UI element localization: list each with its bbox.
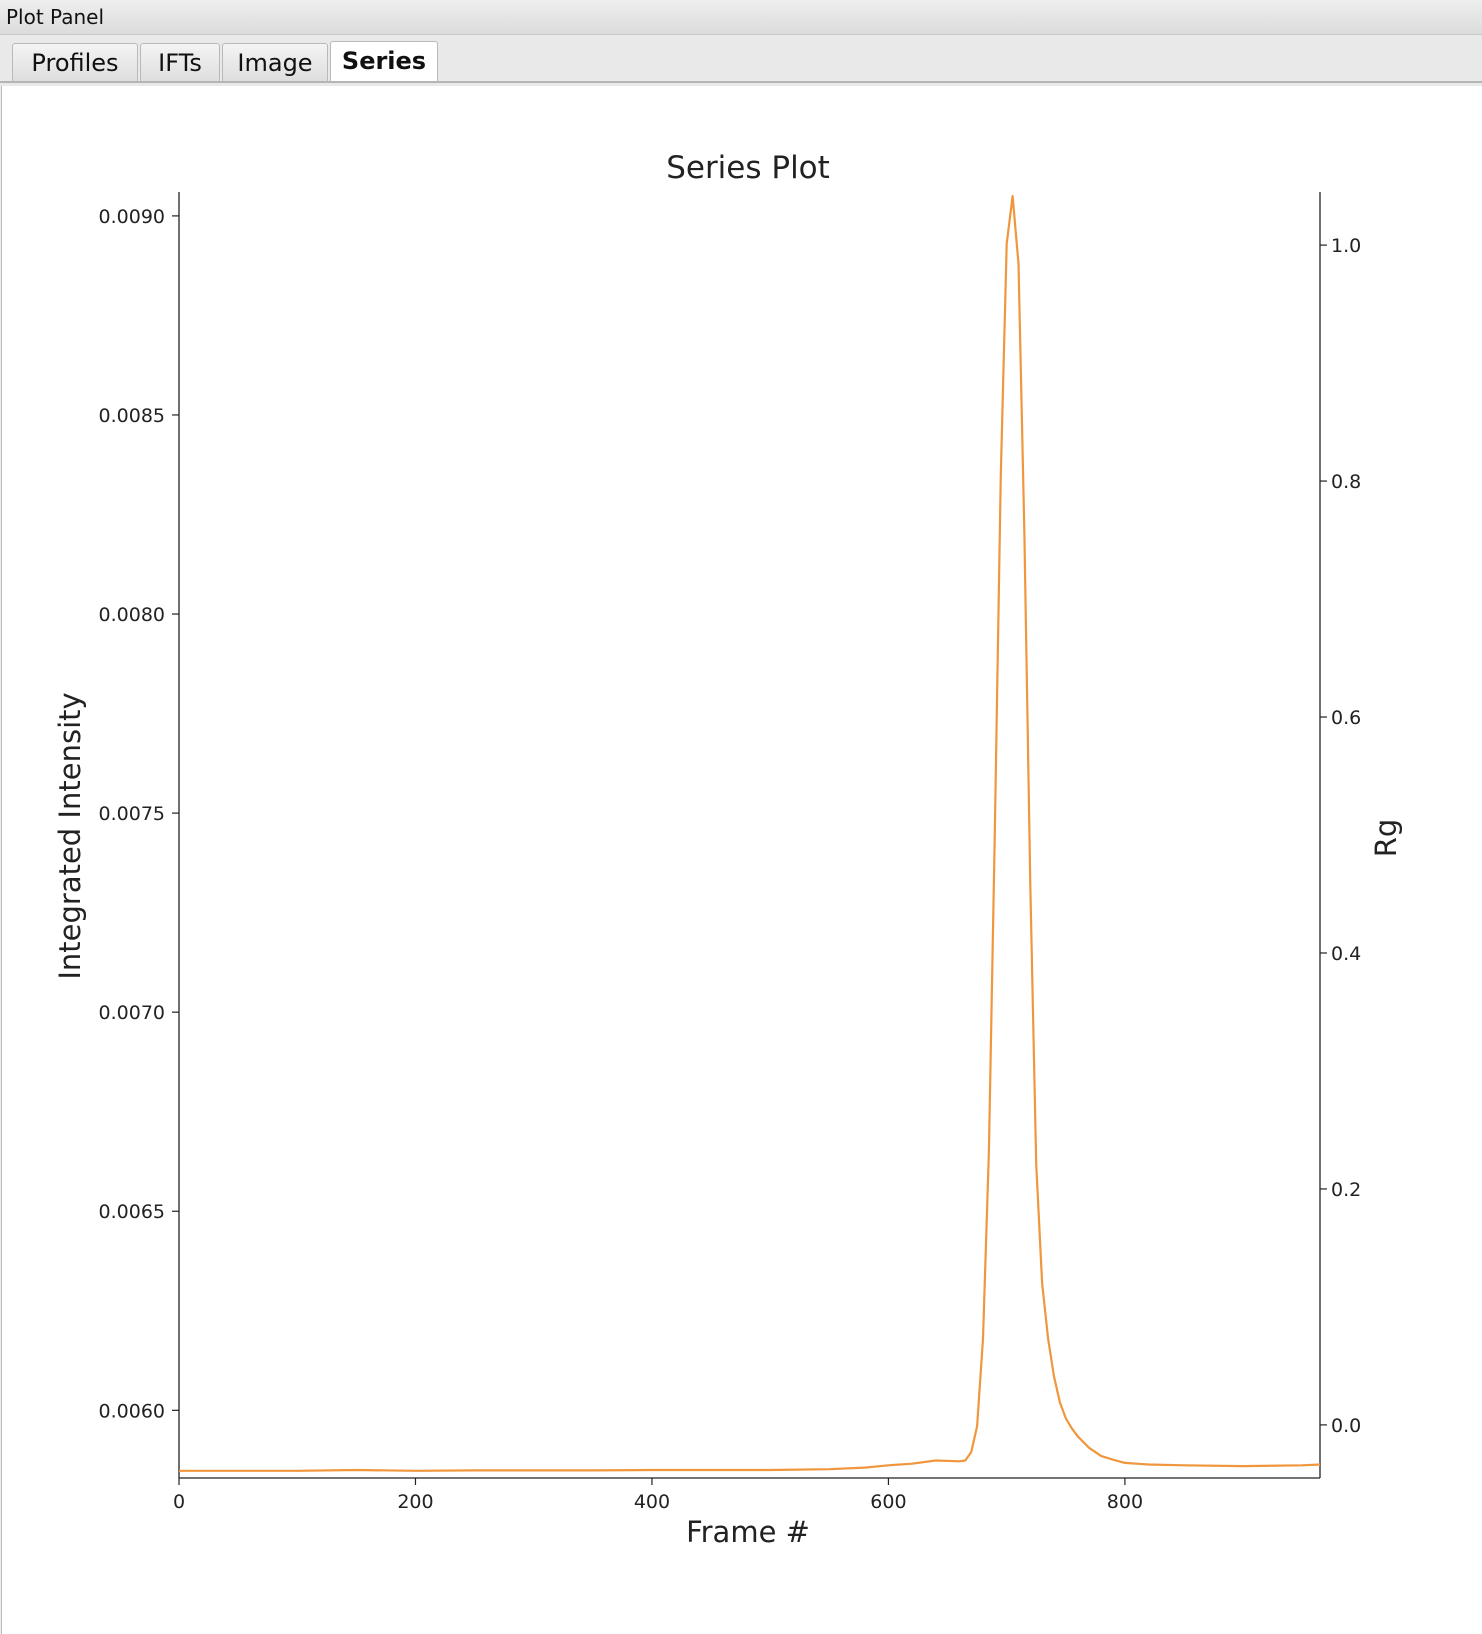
- y-axis-label: Integrated Intensity: [53, 692, 87, 979]
- x-axis-label: Frame #: [686, 1515, 810, 1549]
- y-tick-label: 0.0080: [99, 604, 165, 626]
- ticks: 0 200 400 600 800 0.0060 0.0065 0.0070 0.0075 0.0…: [99, 206, 1362, 1513]
- tab-image[interactable]: Image: [222, 43, 328, 81]
- y2-tick-label: 0.0: [1331, 1415, 1361, 1437]
- y-tick-label: 0.0090: [99, 206, 165, 228]
- x-tick-label: 800: [1107, 1491, 1143, 1513]
- chart-title: Series Plot: [666, 150, 830, 186]
- y-tick-label: 0.0085: [99, 405, 165, 427]
- y-tick-label: 0.0075: [99, 803, 165, 825]
- series-plot-canvas[interactable]: Series Plot Frame # Integrated Intensity…: [2, 86, 1482, 1634]
- y2-tick-label: 0.8: [1331, 471, 1361, 493]
- window-titlebar: Plot Panel: [0, 0, 1482, 35]
- x-tick-label: 400: [634, 1491, 670, 1513]
- tab-divider: [0, 81, 1482, 83]
- tab-profiles[interactable]: Profiles: [12, 43, 138, 81]
- y2-tick-label: 0.6: [1331, 707, 1361, 729]
- y2-tick-label: 1.0: [1331, 235, 1361, 257]
- window-title: Plot Panel: [6, 5, 105, 29]
- series-line: [179, 194, 1321, 1472]
- plot-panel: Series Plot Frame # Integrated Intensity…: [1, 86, 1482, 1634]
- y2-axis-label: Rg: [1369, 819, 1403, 858]
- tab-series[interactable]: Series: [330, 41, 438, 83]
- tab-ifts[interactable]: IFTs: [140, 43, 220, 81]
- y2-tick-label: 0.2: [1331, 1179, 1361, 1201]
- x-tick-label: 0: [173, 1491, 185, 1513]
- y-tick-label: 0.0060: [99, 1400, 165, 1422]
- series-layer: [179, 194, 1321, 1472]
- x-tick-label: 200: [397, 1491, 433, 1513]
- x-tick-label: 600: [870, 1491, 906, 1513]
- tab-bar: Profiles IFTs Image Series: [0, 35, 1482, 87]
- y2-tick-label: 0.4: [1331, 943, 1361, 965]
- axes: [178, 192, 1321, 1479]
- y-tick-label: 0.0065: [99, 1201, 165, 1223]
- y-tick-label: 0.0070: [99, 1002, 165, 1024]
